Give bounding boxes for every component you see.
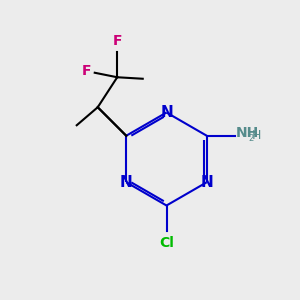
Text: F: F bbox=[112, 34, 122, 48]
Text: Cl: Cl bbox=[159, 236, 174, 250]
Text: H: H bbox=[252, 129, 261, 142]
Text: N: N bbox=[160, 105, 173, 120]
Text: N: N bbox=[200, 175, 213, 190]
Text: F: F bbox=[82, 64, 91, 78]
Text: NH: NH bbox=[236, 126, 259, 140]
Text: N: N bbox=[120, 175, 133, 190]
Text: 2: 2 bbox=[248, 134, 254, 143]
